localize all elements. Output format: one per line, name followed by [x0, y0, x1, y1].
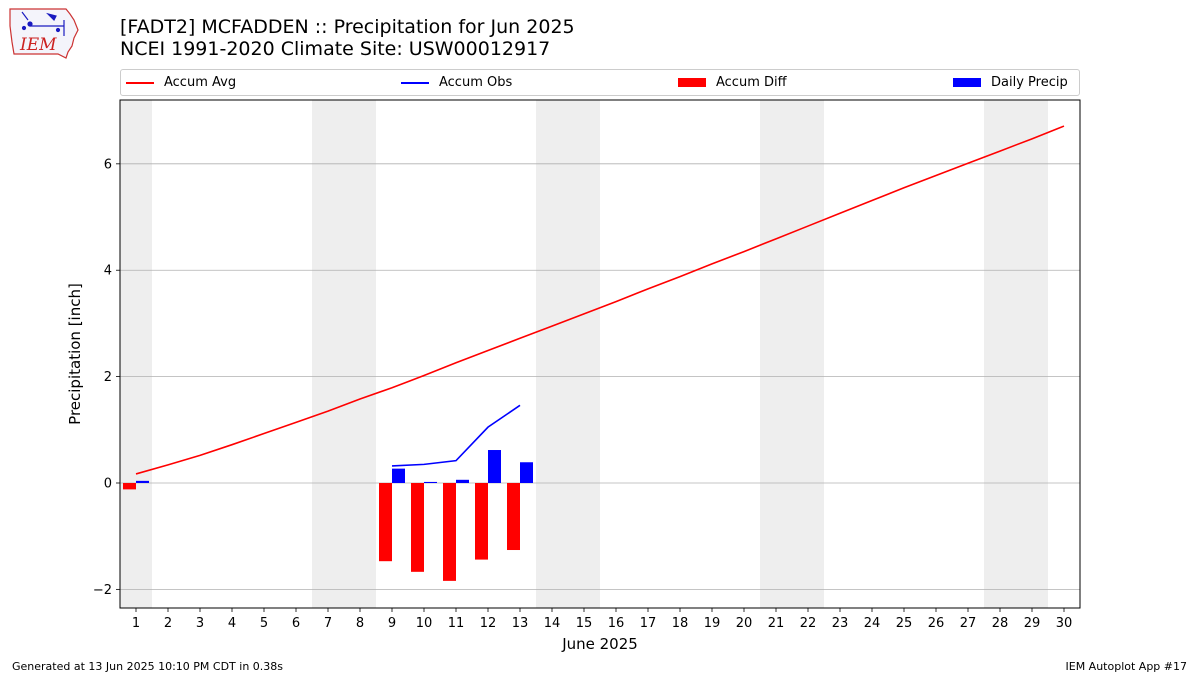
legend-item-accum-avg: Accum Avg: [126, 74, 236, 91]
x-tick-label: 8: [356, 616, 364, 631]
x-tick-label: 19: [704, 616, 721, 631]
y-axis-label: Precipitation [inch]: [66, 283, 84, 425]
x-tick-label: 12: [480, 616, 497, 631]
x-tick-label: 26: [928, 616, 945, 631]
daily-precip-bar: [456, 479, 469, 483]
x-tick-label: 14: [544, 616, 561, 631]
x-tick-label: 27: [960, 616, 977, 631]
x-tick-label: 29: [1024, 616, 1041, 631]
x-tick-label: 7: [324, 616, 332, 631]
y-tick-label: 6: [104, 157, 112, 172]
legend-swatch-accum-obs: [401, 81, 429, 84]
daily-precip-bar: [392, 468, 405, 483]
y-tick-label: 0: [104, 476, 112, 491]
x-tick-label: 1: [132, 616, 140, 631]
daily-precip-bar: [520, 462, 533, 483]
x-tick-label: 28: [992, 616, 1009, 631]
daily-precip-bar: [424, 481, 437, 483]
x-tick-label: 3: [196, 616, 204, 631]
accum-diff-bar: [443, 482, 456, 581]
legend-swatch-daily-precip: [953, 78, 981, 87]
accum-diff-bar: [379, 482, 392, 562]
x-tick-label: 30: [1056, 616, 1073, 631]
x-tick-label: 22: [800, 616, 817, 631]
weekend-shade-2: [536, 100, 600, 608]
x-tick-label: 2: [164, 616, 172, 631]
x-tick-label: 5: [260, 616, 268, 631]
legend-label-accum-obs: Accum Obs: [439, 75, 513, 90]
iem-iowa-weather-logo: IEM: [9, 8, 79, 59]
accum-diff-bar: [411, 482, 424, 572]
x-tick-label: 6: [292, 616, 300, 631]
legend-swatch-accum-avg: [126, 81, 154, 84]
weather-station-icon: [21, 11, 65, 36]
x-tick-label: 20: [736, 616, 753, 631]
iem-logo: IEM: [8, 6, 80, 60]
iowa-outline-icon: [9, 8, 79, 59]
x-axis-label: June 2025: [561, 635, 638, 653]
x-tick-label: 10: [416, 616, 433, 631]
legend-item-daily-precip: Daily Precip: [953, 74, 1068, 91]
legend-item-accum-diff: Accum Diff: [678, 74, 787, 91]
legend-item-accum-obs: Accum Obs: [401, 74, 512, 91]
accum-diff-bar: [123, 482, 136, 490]
accum-obs-line: [391, 404, 521, 467]
daily-precip-bar: [136, 480, 149, 483]
weekend-shade-3: [760, 100, 824, 608]
legend-label-daily-precip: Daily Precip: [991, 75, 1068, 90]
weekend-shade-1: [312, 100, 376, 608]
chart-subtitle: NCEI 1991-2020 Climate Site: USW00012917: [120, 38, 551, 60]
accum-diff-bar: [475, 482, 488, 560]
x-tick-label: 11: [448, 616, 465, 631]
legend-label-accum-avg: Accum Avg: [164, 75, 237, 90]
x-tick-label: 23: [832, 616, 849, 631]
legend-label-accum-diff: Accum Diff: [716, 75, 787, 90]
y-tick-label: 4: [104, 264, 112, 279]
x-tick-label: 25: [896, 616, 913, 631]
x-tick-label: 21: [768, 616, 785, 631]
x-tick-label: 13: [512, 616, 529, 631]
accum-diff-bar: [507, 482, 520, 551]
y-tick-label: 2: [104, 370, 112, 385]
x-tick-label: 4: [228, 616, 236, 631]
legend-swatch-accum-diff: [678, 78, 706, 87]
x-tick-label: 24: [864, 616, 881, 631]
x-tick-label: 15: [576, 616, 593, 631]
x-tick-label: 18: [672, 616, 689, 631]
chart-title: [FADT2] MCFADDEN :: Precipitation for Ju…: [120, 16, 575, 38]
chart-title-block: [FADT2] MCFADDEN :: Precipitation for Ju…: [120, 16, 575, 60]
x-tick-label: 17: [640, 616, 657, 631]
accum-avg-line: [135, 125, 1065, 475]
y-tick-label: −2: [93, 583, 112, 598]
logo-text: IEM: [19, 35, 57, 55]
chart-legend: Accum Avg Accum Obs Accum Diff Daily Pre…: [120, 69, 1080, 96]
weekend-shade-0: [120, 100, 152, 608]
weekend-shade-4: [984, 100, 1048, 608]
daily-precip-bar: [488, 450, 501, 483]
x-tick-label: 9: [388, 616, 396, 631]
plot-frame: [119, 99, 1081, 609]
x-tick-label: 16: [608, 616, 625, 631]
footer-app: IEM Autoplot App #17: [1065, 660, 1188, 673]
footer-generated: Generated at 13 Jun 2025 10:10 PM CDT in…: [12, 660, 284, 673]
